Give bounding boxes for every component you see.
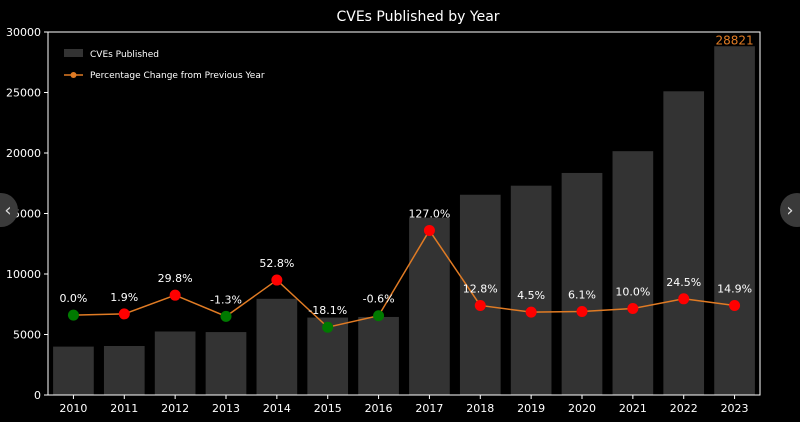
bar-2016 [358,316,399,395]
y-tick-label-0: 0 [34,389,41,402]
marker-2023 [729,299,741,311]
percent-label-2020: 6.1% [568,289,596,302]
bar-2020 [561,172,603,395]
data-labels: 0.0% 1.9% 29.8% -1.3% 52.8% -18.1% -0.6% 127.0%… [59,33,753,317]
percentage-line [67,224,741,333]
marker-2018 [474,299,486,311]
chevron-left-icon: ‹ [4,199,12,221]
percent-label-2011: 1.9% [110,291,138,304]
legend-bar-label: CVEs Published [90,50,159,60]
marker-2016 [373,310,385,322]
legend: CVEs Published Percentage Change from Pr… [64,49,265,81]
percent-label-2010: 0.0% [59,292,87,305]
bar-2012 [154,331,196,395]
marker-2014 [271,274,283,286]
x-tick-label-2018: 2018 [466,402,494,415]
marker-2020 [576,306,588,318]
marker-2015 [322,321,334,333]
bar-2017 [409,217,450,395]
x-tick-label-2014: 2014 [263,402,291,415]
chevron-right-icon: › [786,199,794,221]
marker-2021 [627,302,639,314]
x-tick-label-2012: 2012 [161,402,189,415]
bar-2018 [459,194,501,395]
legend-line-marker [70,72,77,78]
bar-2013 [205,332,247,395]
percent-label-2017: 127.0% [408,207,450,220]
marker-2022 [678,293,690,305]
bar-2010 [53,346,94,395]
x-tick-label-2017: 2017 [415,402,443,415]
legend-bar-swatch [64,49,83,57]
percent-label-2014: 52.8% [259,257,294,270]
marker-2012 [169,289,181,301]
bar-2022 [663,91,705,395]
x-tick-label-2013: 2013 [212,402,240,415]
carousel-next-button[interactable]: › [780,193,800,227]
x-tick-label-2016: 2016 [365,402,393,415]
percent-label-2018: 12.8% [463,282,498,295]
y-tick-label-10000: 10000 [6,268,41,281]
x-tick-label-2023: 2023 [721,402,749,415]
y-tick-label-25000: 25000 [6,87,41,100]
percent-label-2022: 24.5% [666,276,701,289]
bar-2019 [510,185,552,395]
bar-2011 [103,345,145,395]
percent-label-2013: -1.3% [210,293,242,306]
x-tick-label-2019: 2019 [517,402,545,415]
bars [53,46,755,395]
percent-label-2023: 14.9% [717,282,752,295]
marker-2019 [525,306,537,318]
x-tick-label-2011: 2011 [110,402,138,415]
bar-2023 [714,46,755,395]
x-tick-label-2021: 2021 [619,402,647,415]
percent-label-2012: 29.8% [158,272,193,285]
x-tick-label-2020: 2020 [568,402,596,415]
y-tick-label-20000: 20000 [6,147,41,160]
bar-2014 [256,298,298,395]
top-bar-value-label: 28821 [715,33,753,47]
percent-label-2016: -0.6% [363,293,395,306]
carousel-prev-button[interactable]: ‹ [0,193,18,227]
percent-label-2015: -18.1% [308,304,347,317]
chart-title: CVEs Published by Year [336,9,499,25]
x-tick-label-2022: 2022 [670,402,698,415]
marker-2013 [220,310,232,322]
percentage-change-line [73,229,735,329]
marker-2017 [423,224,435,236]
bar-2021 [612,151,654,395]
y-tick-label-5000: 5000 [13,329,41,342]
marker-2011 [118,308,130,320]
legend-line-label: Percentage Change from Previous Year [90,71,265,81]
percent-label-2021: 10.0% [615,285,650,298]
y-tick-label-30000: 30000 [6,26,41,39]
percent-label-2019: 4.5% [517,289,545,302]
x-tick-label-2015: 2015 [314,402,342,415]
x-tick-label-2010: 2010 [59,402,87,415]
marker-2010 [67,309,79,321]
